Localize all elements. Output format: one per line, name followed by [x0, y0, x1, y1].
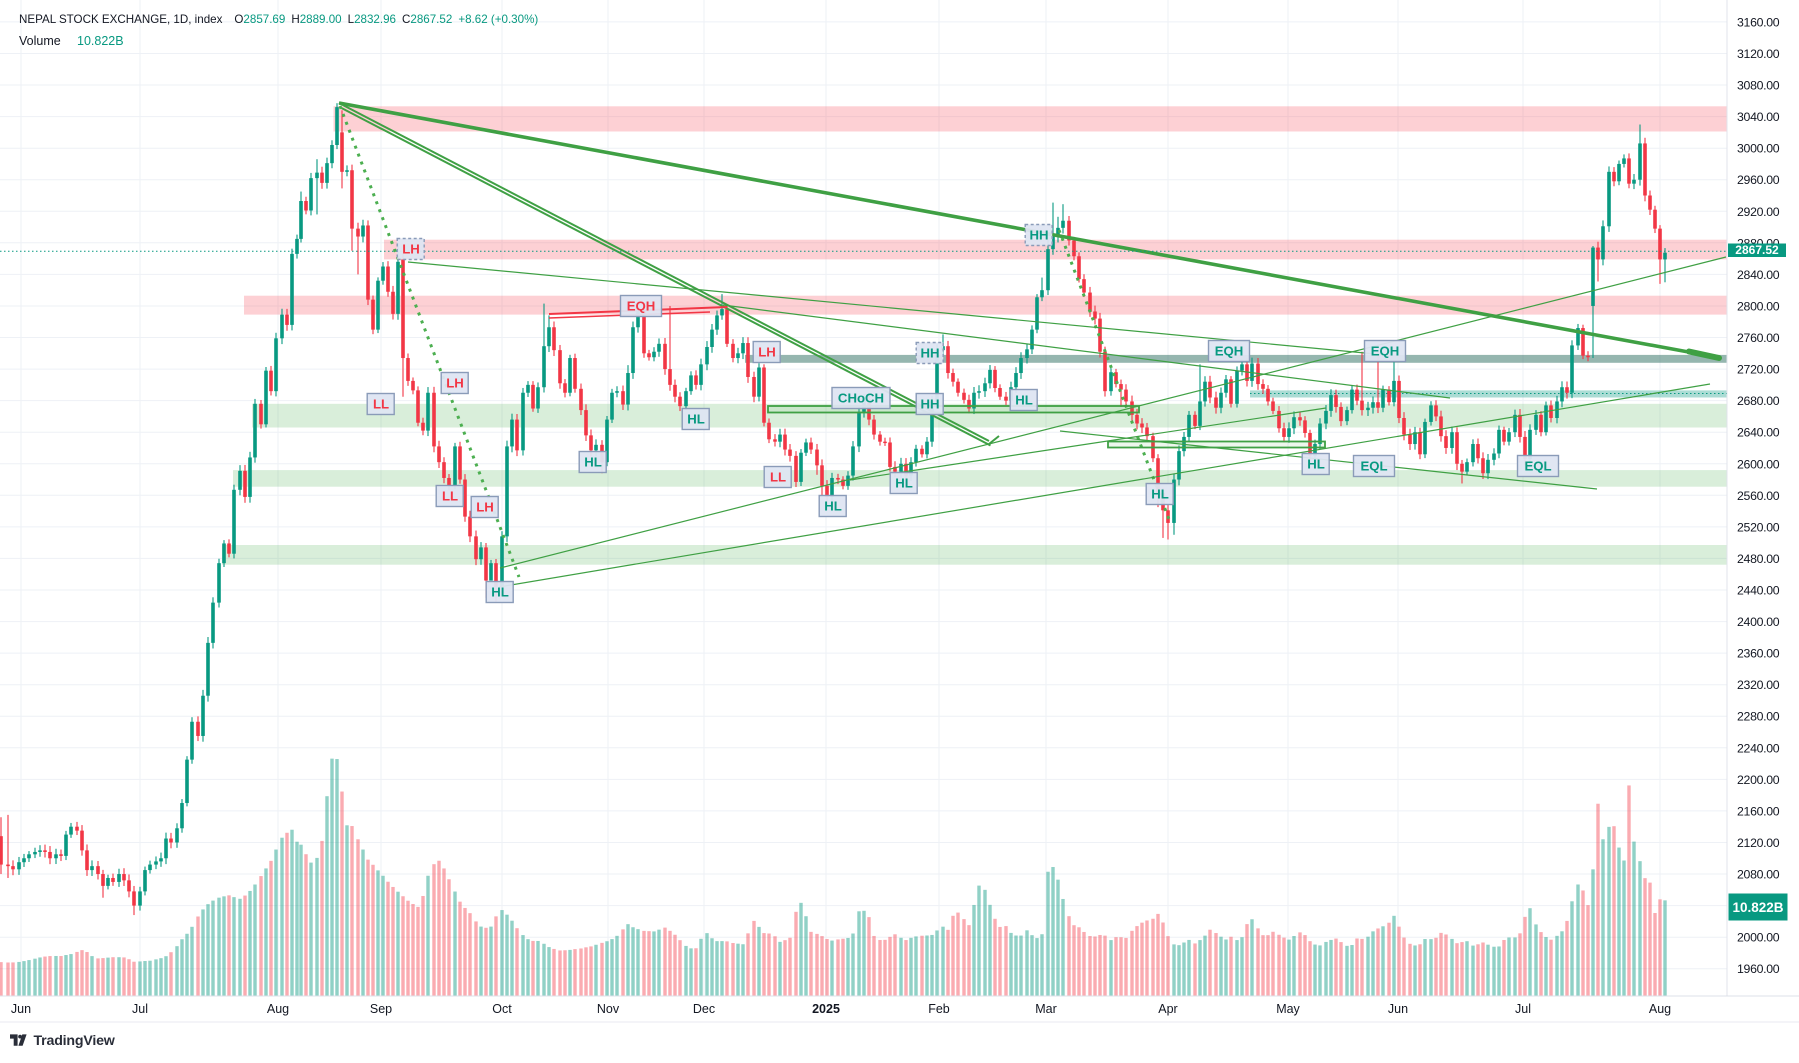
- svg-text:2720.00: 2720.00: [1737, 363, 1780, 377]
- svg-text:2920.00: 2920.00: [1737, 205, 1780, 219]
- svg-text:3160.00: 3160.00: [1737, 15, 1780, 29]
- svg-text:HH: HH: [920, 346, 939, 361]
- svg-text:2640.00: 2640.00: [1737, 426, 1780, 440]
- svg-text:3080.00: 3080.00: [1737, 79, 1780, 93]
- svg-text:Oct: Oct: [492, 1002, 512, 1016]
- svg-text:10.822B: 10.822B: [1732, 900, 1783, 915]
- svg-text:2000.00: 2000.00: [1737, 931, 1780, 945]
- svg-text:LH: LH: [446, 376, 464, 391]
- svg-text:2760.00: 2760.00: [1737, 331, 1780, 345]
- svg-text:Volume: Volume: [19, 34, 61, 48]
- svg-text:2080.00: 2080.00: [1737, 868, 1780, 882]
- svg-text:Aug: Aug: [1649, 1002, 1671, 1016]
- svg-text:EQH: EQH: [627, 299, 656, 314]
- svg-text:2480.00: 2480.00: [1737, 552, 1780, 566]
- svg-text:2320.00: 2320.00: [1737, 678, 1780, 692]
- svg-text:Dec: Dec: [693, 1002, 715, 1016]
- svg-text:2680.00: 2680.00: [1737, 394, 1780, 408]
- svg-text:2360.00: 2360.00: [1737, 647, 1780, 661]
- svg-text:2800.00: 2800.00: [1737, 300, 1780, 314]
- svg-text:LH: LH: [758, 345, 776, 360]
- svg-text:HL: HL: [584, 455, 602, 470]
- svg-text:NEPAL STOCK EXCHANGE, 1D, inde: NEPAL STOCK EXCHANGE, 1D, index O2857.69 H…: [19, 13, 538, 26]
- svg-text:2200.00: 2200.00: [1737, 773, 1780, 787]
- svg-text:Sep: Sep: [370, 1002, 392, 1016]
- svg-text:HL: HL: [491, 585, 509, 600]
- svg-text:HL: HL: [895, 476, 913, 491]
- svg-text:2160.00: 2160.00: [1737, 804, 1780, 818]
- svg-text:2025: 2025: [812, 1002, 840, 1016]
- svg-text:HL: HL: [824, 499, 842, 514]
- svg-text:TradingView: TradingView: [34, 1033, 116, 1049]
- svg-text:EQL: EQL: [1360, 459, 1387, 474]
- svg-text:2120.00: 2120.00: [1737, 836, 1780, 850]
- svg-text:2400.00: 2400.00: [1737, 615, 1780, 629]
- svg-text:HL: HL: [687, 412, 705, 427]
- svg-text:Jun: Jun: [1388, 1002, 1408, 1016]
- svg-text:EQL: EQL: [1524, 459, 1551, 474]
- svg-text:Jul: Jul: [1515, 1002, 1531, 1016]
- svg-text:2867.52: 2867.52: [1735, 243, 1779, 257]
- svg-text:Mar: Mar: [1035, 1002, 1057, 1016]
- svg-text:LL: LL: [770, 470, 786, 485]
- svg-text:2840.00: 2840.00: [1737, 268, 1780, 282]
- svg-text:Aug: Aug: [267, 1002, 289, 1016]
- svg-text:Jun: Jun: [11, 1002, 31, 1016]
- svg-text:2440.00: 2440.00: [1737, 584, 1780, 598]
- svg-text:2280.00: 2280.00: [1737, 710, 1780, 724]
- svg-text:HL: HL: [1015, 393, 1033, 408]
- svg-text:EQH: EQH: [1371, 344, 1400, 359]
- svg-text:HH: HH: [920, 397, 939, 412]
- svg-text:EQH: EQH: [1215, 344, 1244, 359]
- svg-text:3040.00: 3040.00: [1737, 110, 1780, 124]
- svg-text:3120.00: 3120.00: [1737, 47, 1780, 61]
- svg-text:2960.00: 2960.00: [1737, 173, 1780, 187]
- svg-text:2600.00: 2600.00: [1737, 457, 1780, 471]
- svg-text:Feb: Feb: [928, 1002, 950, 1016]
- svg-text:HL: HL: [1307, 457, 1325, 472]
- svg-text:2240.00: 2240.00: [1737, 741, 1780, 755]
- svg-text:May: May: [1276, 1002, 1300, 1016]
- svg-text:Jul: Jul: [132, 1002, 148, 1016]
- svg-text:LL: LL: [373, 397, 389, 412]
- svg-text:10.822B: 10.822B: [77, 34, 124, 48]
- svg-text:3000.00: 3000.00: [1737, 142, 1780, 156]
- svg-text:LH: LH: [402, 242, 420, 257]
- svg-text:1960.00: 1960.00: [1737, 962, 1780, 976]
- svg-text:HL: HL: [1151, 487, 1169, 502]
- svg-text:HH: HH: [1029, 228, 1048, 243]
- svg-text:LH: LH: [476, 500, 494, 515]
- svg-text:Nov: Nov: [597, 1002, 620, 1016]
- svg-text:CHoCH: CHoCH: [838, 391, 884, 406]
- svg-text:2520.00: 2520.00: [1737, 520, 1780, 534]
- svg-text:Apr: Apr: [1158, 1002, 1177, 1016]
- svg-text:2560.00: 2560.00: [1737, 489, 1780, 503]
- svg-text:LL: LL: [442, 489, 458, 504]
